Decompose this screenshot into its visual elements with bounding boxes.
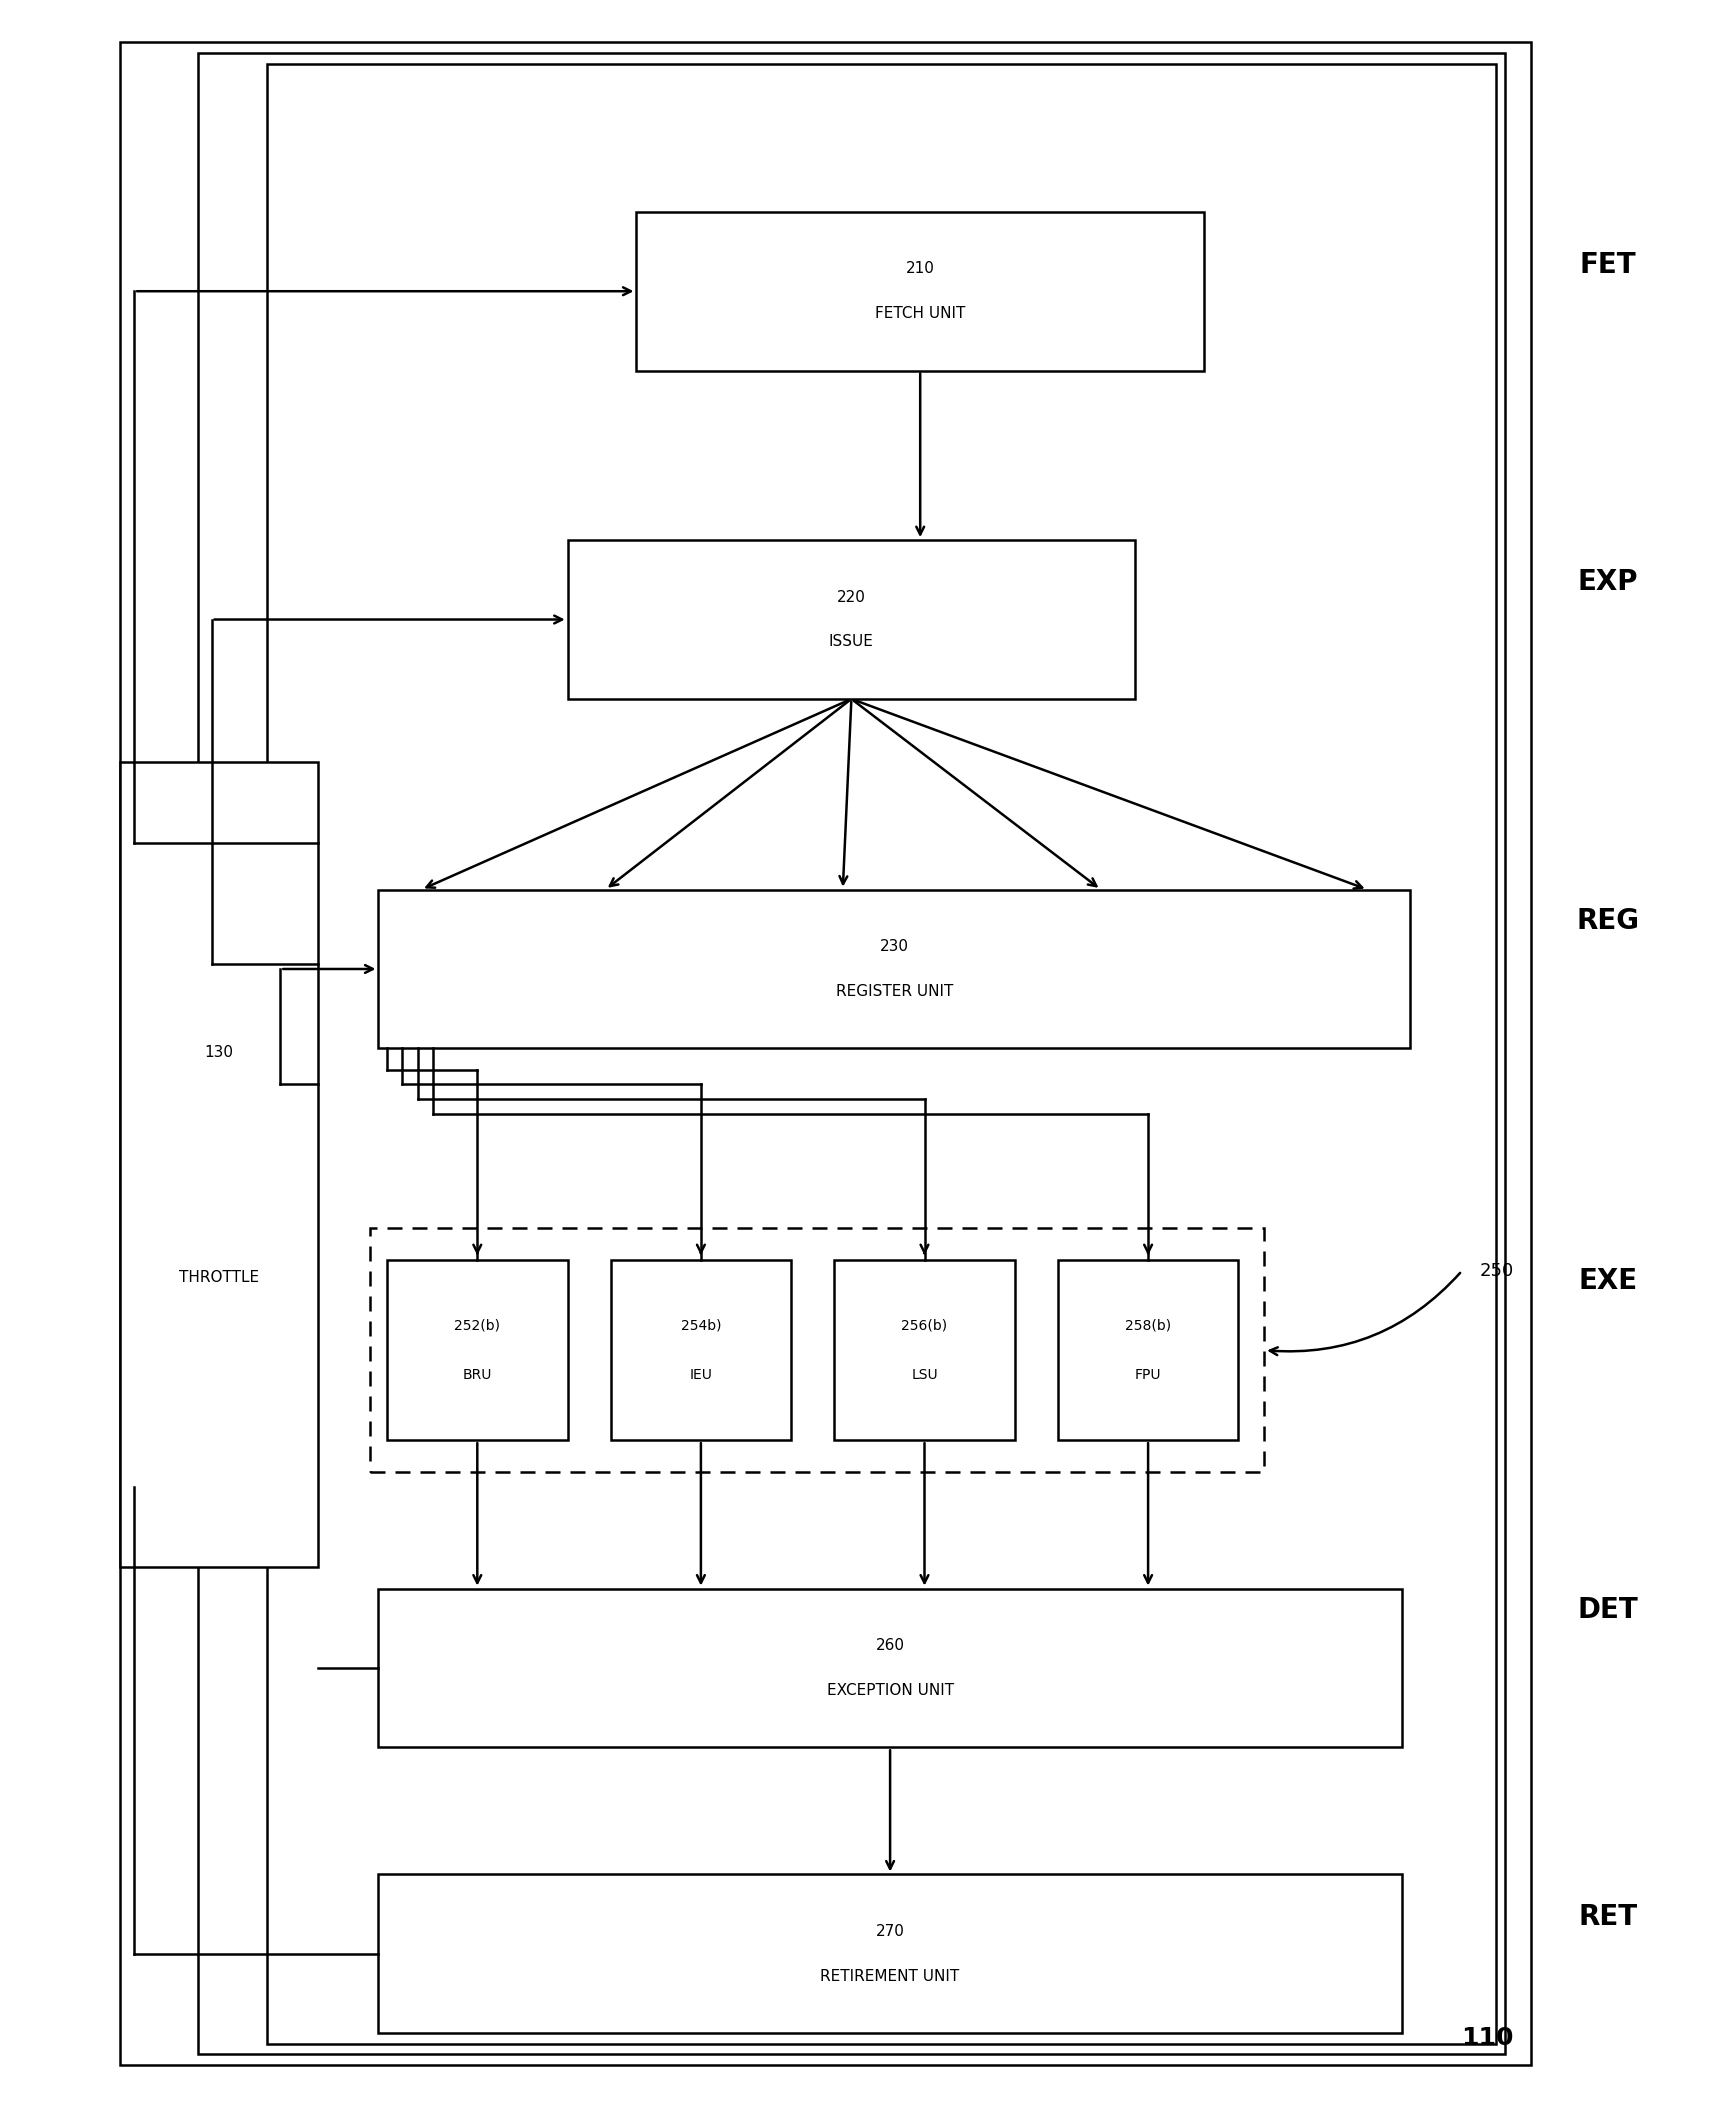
- Bar: [198, 53, 1505, 2054]
- Bar: [568, 540, 1135, 699]
- Text: IEU: IEU: [690, 1368, 712, 1383]
- Text: EXCEPTION UNIT: EXCEPTION UNIT: [827, 1682, 953, 1699]
- Text: FET: FET: [1581, 250, 1636, 280]
- Text: 220: 220: [838, 589, 865, 606]
- Text: ISSUE: ISSUE: [829, 633, 874, 650]
- Text: 258(b): 258(b): [1125, 1317, 1171, 1332]
- Bar: [378, 1874, 1402, 2033]
- Text: 256(b): 256(b): [901, 1317, 948, 1332]
- Text: RETIREMENT UNIT: RETIREMENT UNIT: [820, 1968, 960, 1985]
- Text: DET: DET: [1577, 1595, 1639, 1625]
- Text: 254b): 254b): [681, 1317, 721, 1332]
- Bar: [834, 1260, 1015, 1440]
- Bar: [370, 1228, 1264, 1472]
- Text: 250: 250: [1479, 1262, 1514, 1279]
- Bar: [387, 1260, 568, 1440]
- Text: FPU: FPU: [1135, 1368, 1161, 1383]
- Bar: [120, 42, 1531, 2065]
- Text: EXE: EXE: [1579, 1267, 1637, 1296]
- Text: THROTTLE: THROTTLE: [179, 1271, 260, 1286]
- Text: 210: 210: [906, 261, 934, 277]
- Bar: [636, 212, 1204, 371]
- Bar: [267, 64, 1496, 2044]
- Text: BRU: BRU: [463, 1368, 492, 1383]
- Text: 260: 260: [875, 1637, 905, 1654]
- Text: 252(b): 252(b): [454, 1317, 501, 1332]
- Bar: [378, 890, 1410, 1048]
- Text: 230: 230: [881, 938, 908, 955]
- Text: 270: 270: [875, 1923, 905, 1940]
- Text: RET: RET: [1579, 1902, 1637, 1932]
- Text: REGISTER UNIT: REGISTER UNIT: [836, 983, 953, 1000]
- Text: EXP: EXP: [1577, 568, 1639, 597]
- Bar: [120, 762, 318, 1567]
- Text: REG: REG: [1577, 907, 1639, 936]
- Bar: [611, 1260, 791, 1440]
- Text: 130: 130: [205, 1044, 234, 1059]
- Bar: [1058, 1260, 1238, 1440]
- Bar: [378, 1588, 1402, 1747]
- Text: 110: 110: [1462, 2025, 1514, 2050]
- Text: FETCH UNIT: FETCH UNIT: [875, 305, 965, 322]
- Text: LSU: LSU: [912, 1368, 937, 1383]
